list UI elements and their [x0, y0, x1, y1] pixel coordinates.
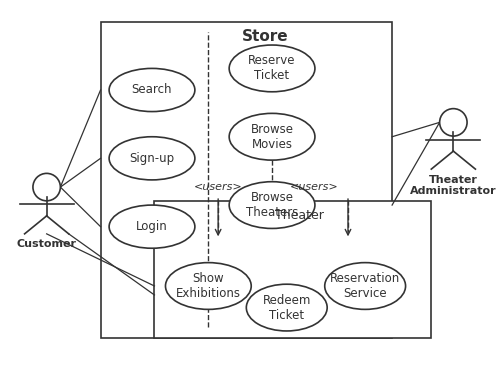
Text: Reservation
Service: Reservation Service	[330, 272, 400, 300]
Text: <users>: <users>	[194, 182, 242, 192]
Circle shape	[33, 173, 60, 201]
Ellipse shape	[229, 45, 315, 92]
Ellipse shape	[109, 68, 195, 112]
Text: Theater
Administrator: Theater Administrator	[410, 175, 496, 196]
Ellipse shape	[229, 182, 315, 228]
Bar	[154, 201, 432, 338]
Ellipse shape	[229, 113, 315, 160]
Ellipse shape	[109, 205, 195, 248]
Text: Reserve
Ticket: Reserve Ticket	[248, 54, 296, 83]
Text: Theater: Theater	[274, 209, 324, 222]
Text: Browse
Movies: Browse Movies	[250, 123, 294, 151]
Text: Redeem
Ticket: Redeem Ticket	[262, 294, 311, 321]
Circle shape	[440, 109, 467, 136]
Bar	[100, 22, 392, 338]
Text: Store: Store	[242, 29, 288, 44]
Ellipse shape	[166, 263, 251, 309]
Ellipse shape	[324, 263, 406, 309]
Text: Browse
Theaters: Browse Theaters	[246, 191, 298, 219]
Text: Search: Search	[132, 83, 172, 97]
Text: <users>: <users>	[290, 182, 338, 192]
Text: Customer: Customer	[16, 239, 76, 249]
Ellipse shape	[246, 284, 327, 331]
Ellipse shape	[109, 137, 195, 180]
Text: Show
Exhibitions: Show Exhibitions	[176, 272, 241, 300]
Text: Login: Login	[136, 220, 168, 233]
Text: Sign-up: Sign-up	[130, 152, 174, 165]
